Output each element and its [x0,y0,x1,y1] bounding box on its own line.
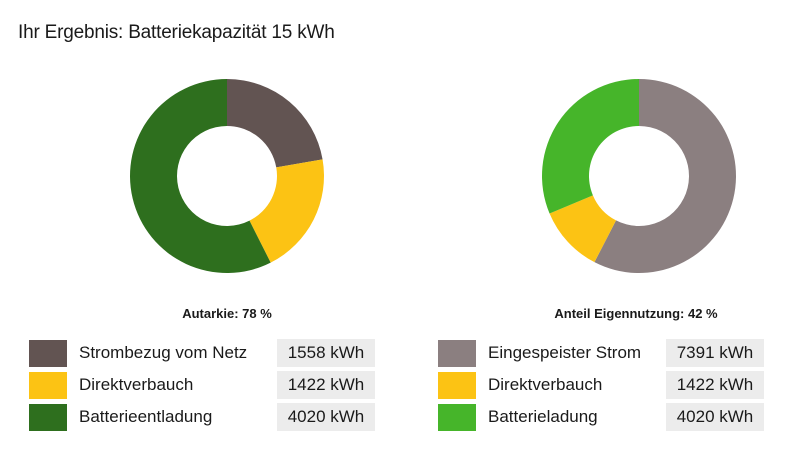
donut-slice-batterieentladung [129,79,271,273]
legend-row-batterieentladung: Batterieentladung 4020 kWh [29,403,375,431]
eigennutzung-caption: Anteil Eigennutzung: 42 % [554,306,718,321]
legend-row-eingespeister-strom: Eingespeister Strom 7391 kWh [438,339,764,367]
eigennutzung-donut-chart [542,79,736,273]
legend-label: Strombezug vom Netz [79,343,248,362]
autarkie-donut-chart [129,79,324,273]
legend-swatch [438,339,476,367]
legend-value: 7391 kWh [666,339,764,367]
legend-row-direktverbauch: Direktverbauch 1422 kWh [29,371,375,399]
donut-slice-batterieladung [542,79,639,214]
legend-value: 1422 kWh [277,371,375,399]
legend-swatch [29,403,67,431]
legend-row-direktverbauch: Direktverbauch 1422 kWh [438,371,764,399]
legend-value: 1558 kWh [277,339,375,367]
donut-slice-direktverbauch [249,159,324,263]
legend-label: Batterieentladung [79,407,213,426]
legend-value: 4020 kWh [666,403,764,431]
donut-slice-direktverbauch [549,195,617,263]
legend-value: 1422 kWh [666,371,764,399]
legend-swatch [438,371,476,399]
page-title: Ihr Ergebnis: Batteriekapazität 15 kWh [18,22,335,43]
legend-row-strombezug: Strombezug vom Netz 1558 kWh [29,339,375,367]
donut-slice-strombezug-vom-netz [227,79,323,168]
legend-value: 4020 kWh [277,403,375,431]
legend-row-batterieladung: Batterieladung 4020 kWh [438,403,764,431]
legend-swatch [29,371,67,399]
legend-swatch [29,339,67,367]
legend-label: Batterieladung [488,407,598,426]
autarkie-caption: Autarkie: 78 % [182,306,272,321]
donut-slice-eingespeister-strom [594,79,736,273]
legend-swatch [438,403,476,431]
legend-label: Direktverbauch [79,375,194,394]
legend-label: Eingespeister Strom [488,343,642,362]
legend-label: Direktverbauch [488,375,603,394]
